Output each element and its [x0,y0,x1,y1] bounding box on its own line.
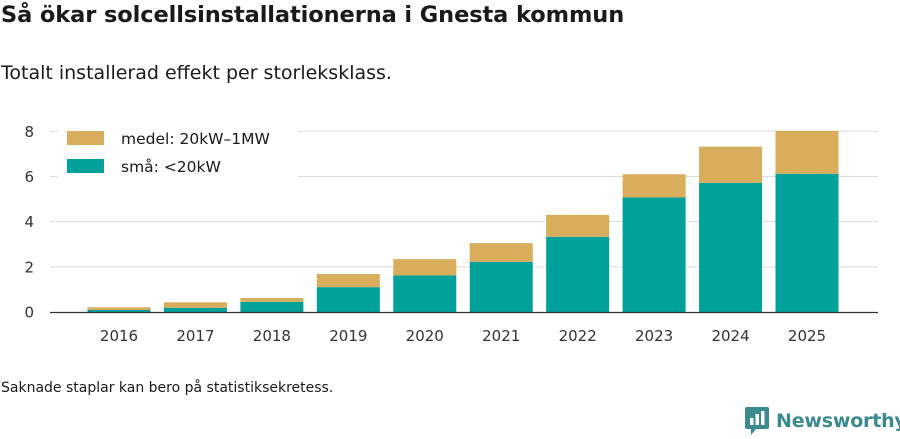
bar-medium-2024 [699,146,763,183]
x-tick-label: 2024 [711,327,749,345]
bar-small-2022 [546,236,610,312]
legend: medel: 20kW–1MW små: <20kW [58,124,298,180]
footnote: Saknade staplar kan bero på statistiksek… [1,380,334,396]
bar-medium-2016 [87,307,151,310]
bar-small-2023 [622,197,686,312]
x-tick-label: 2018 [253,327,291,345]
brand-name: Newsworthy [776,410,900,432]
bar-small-2016 [87,309,151,312]
y-tick-label: 2 [24,258,34,276]
axes: 0 2 4 6 8 2016 2017 2018 2019 2020 2021 2022 2023 202… [24,123,878,345]
bar-small-2024 [699,182,763,312]
bar-medium-2025 [775,130,839,174]
bar-small-2019 [316,287,380,312]
x-tick-label: 2022 [559,327,597,345]
newsworthy-brand[interactable]: Newsworthy [744,406,900,436]
bar-small-2017 [163,307,227,312]
x-tick-label: 2016 [100,327,138,345]
bar-medium-2022 [546,214,610,237]
legend-swatch-small [67,159,104,173]
bar-medium-2020 [393,259,457,276]
bar-medium-2023 [622,174,686,198]
x-tick-label: 2023 [635,327,673,345]
bar-small-2021 [469,261,533,312]
x-tick-label: 2020 [406,327,444,345]
bar-chart: 0 2 4 6 8 2016 2017 2018 2019 2020 2021 2022 2023 202… [24,123,878,345]
bars [87,130,839,312]
x-tick-label: 2025 [788,327,826,345]
bar-small-2020 [393,275,457,312]
x-tick-label: 2017 [176,327,214,345]
x-tick-label: 2021 [482,327,520,345]
chart-subtitle: Totalt installerad effekt per storlekskl… [1,62,392,84]
legend-label-small: små: <20kW [121,158,221,176]
bar-medium-2018 [240,297,304,302]
bar-medium-2021 [469,243,533,262]
chart-title: Så ökar solcellsinstallationerna i Gnest… [1,2,625,28]
bar-medium-2019 [316,274,380,288]
bar-small-2018 [240,301,304,312]
newsworthy-logo-icon [745,407,769,435]
y-tick-label: 6 [24,168,34,186]
legend-label-medium: medel: 20kW–1MW [121,130,270,148]
bar-small-2025 [775,173,839,312]
legend-swatch-medium [67,131,104,145]
y-tick-label: 4 [24,213,34,231]
bar-medium-2017 [163,302,227,308]
y-tick-label: 8 [24,123,34,141]
x-tick-label: 2019 [329,327,367,345]
y-tick-label: 0 [24,304,34,322]
